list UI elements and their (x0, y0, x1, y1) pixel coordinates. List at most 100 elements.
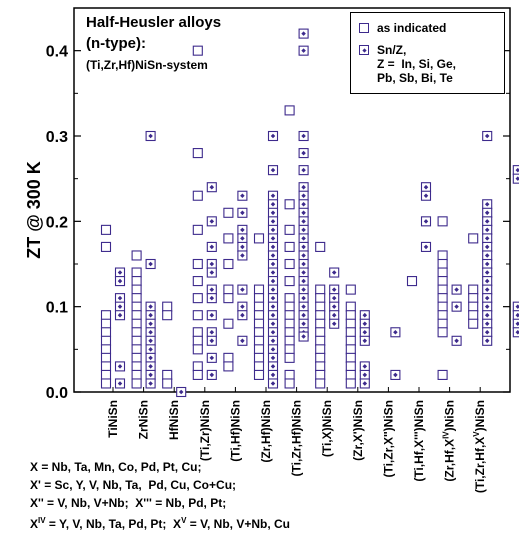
marker-dot (301, 304, 306, 309)
marker-dot (209, 338, 215, 344)
y-tick-label: 0.1 (46, 300, 68, 317)
marker-dot (209, 295, 215, 301)
marker-dot (393, 330, 398, 335)
marker-dot (270, 304, 276, 309)
marker-dot (270, 381, 276, 386)
marker-dot (362, 330, 368, 335)
marker-dot (148, 355, 153, 361)
open-square-marker (253, 318, 265, 329)
open-square-marker (345, 284, 356, 295)
open-square-marker (345, 344, 356, 355)
x-tick-label: (Ti,Zr,X'')NiSn (381, 400, 395, 478)
marker-dot (301, 312, 306, 318)
dotted-square-icon (359, 45, 369, 55)
x-tick-label: (Ti,Zr,Hf)NiSn (290, 400, 304, 476)
x-tick-label: ZrNiSn (137, 400, 151, 439)
open-square-marker (162, 301, 173, 312)
marker-dot (423, 184, 429, 190)
marker-dot (270, 321, 276, 326)
open-square-marker (345, 318, 356, 329)
marker-dot (117, 304, 123, 309)
marker-dot (393, 372, 398, 378)
open-square-marker (223, 293, 234, 304)
marker-dot (331, 287, 337, 292)
open-square-marker (284, 318, 295, 329)
marker-dot (484, 270, 490, 275)
marker-dot (209, 287, 215, 292)
marker-dot (209, 372, 215, 378)
marker-dot (301, 236, 306, 241)
open-square-marker (131, 352, 142, 363)
open-square-marker (406, 276, 418, 287)
open-square-marker (437, 284, 448, 295)
open-square-marker (437, 301, 448, 312)
open-square-marker (131, 361, 142, 372)
open-square-marker (315, 369, 326, 380)
open-square-marker (253, 284, 265, 295)
title-line-2: (n-type): (86, 35, 146, 52)
open-square-marker (315, 301, 326, 312)
open-square-marker (100, 318, 112, 329)
open-square-marker (100, 241, 112, 252)
marker-dot (454, 338, 459, 344)
marker-dot (270, 278, 276, 284)
note-line: X'' = V, Nb, V+Nb; X''' = Nb, Pd, Pt; (30, 496, 227, 510)
marker-dot (484, 287, 490, 292)
open-square-marker (131, 378, 142, 389)
open-square-marker (131, 293, 142, 304)
open-square-marker (253, 352, 265, 363)
marker-dot (454, 304, 459, 309)
marker-dot (270, 372, 276, 378)
open-square-marker (345, 361, 356, 372)
open-square-marker (284, 224, 295, 235)
open-square-marker (100, 335, 112, 346)
marker-dot (148, 312, 153, 318)
open-square-marker (315, 284, 326, 295)
open-square-marker (345, 352, 356, 363)
open-square-marker (284, 199, 295, 210)
open-square-marker (131, 301, 142, 312)
open-square-marker (468, 318, 479, 329)
x-tick-label: (Zr,Hf,XIV)NiSn (442, 400, 457, 482)
marker-dot (209, 270, 215, 275)
open-square-marker (192, 224, 203, 235)
open-square-marker (192, 293, 203, 304)
open-square-marker (315, 327, 326, 338)
open-square-marker (315, 352, 326, 363)
open-square-marker (284, 369, 295, 380)
open-square-marker (315, 310, 326, 321)
x-tick-label: (Ti,X)NiSn (320, 400, 334, 457)
open-square-marker (100, 352, 112, 363)
open-square-marker (100, 327, 112, 338)
chart-title: Half-Heusler alloys (n-type): (Ti,Zr,Hf)… (86, 14, 221, 72)
marker-dot (148, 347, 153, 352)
y-tick-label: 0.2 (46, 214, 68, 231)
marker-dot (362, 364, 368, 369)
marker-dot (270, 287, 276, 292)
marker-dot (301, 295, 306, 301)
open-square-marker (253, 310, 265, 321)
open-square-marker (253, 361, 265, 372)
open-square-marker (100, 310, 112, 321)
open-square-marker (468, 301, 479, 312)
marker-dot (331, 321, 337, 326)
marker-dot (484, 219, 490, 224)
open-square-marker (131, 276, 142, 287)
open-square-marker (468, 310, 479, 321)
x-tick-label: (Ti,Zr,Hf,XV)NiSn (472, 400, 487, 493)
open-square-marker (253, 335, 265, 346)
open-square-marker (131, 335, 142, 346)
open-square-marker (223, 233, 234, 244)
open-square-marker (131, 318, 142, 329)
open-square-marker (162, 310, 173, 321)
open-square-marker (468, 293, 479, 304)
open-square-marker (468, 233, 479, 244)
marker-dot (454, 287, 459, 292)
marker-dot (148, 372, 153, 378)
open-square-marker (131, 344, 142, 355)
marker-dot (148, 304, 153, 309)
open-square-marker (437, 318, 448, 329)
open-square-marker (284, 344, 295, 355)
note-line: X' = Sc, Y, V, Nb, Ta, Pd, Cu, Co+Cu; (30, 478, 237, 492)
open-square-marker (345, 310, 356, 321)
